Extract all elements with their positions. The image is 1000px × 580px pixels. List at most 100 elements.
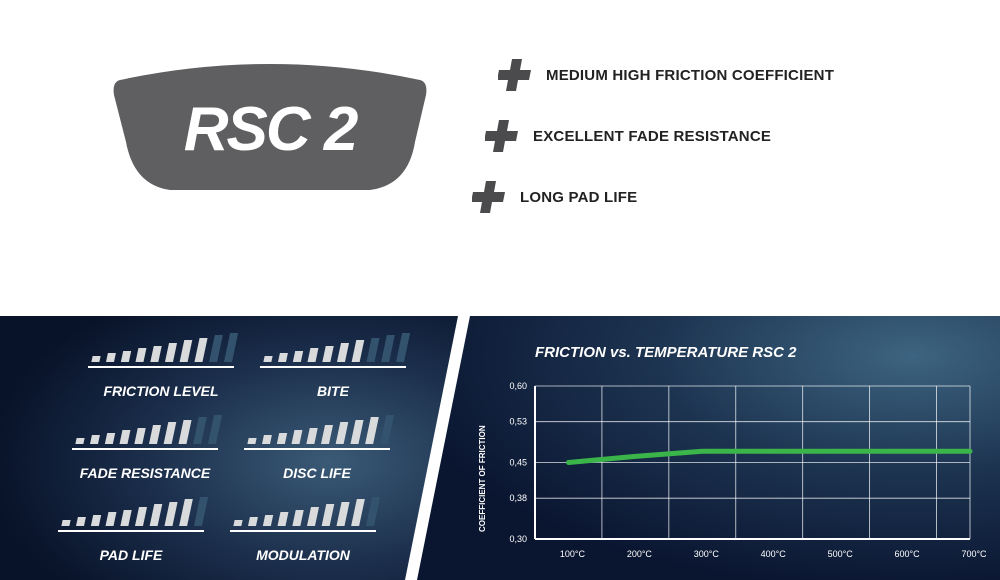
rating-bar xyxy=(351,499,365,526)
rating-bar xyxy=(262,514,274,526)
rating-bar xyxy=(90,435,100,444)
plus-icon xyxy=(498,57,534,93)
y-tick-label: 0,45 xyxy=(509,458,527,468)
chart-plot: 0,60 0,53 0,45 0,38 0,30 100°C 200°C 300°C 400°C… xyxy=(509,381,987,559)
x-tick-label: 300°C xyxy=(694,549,720,559)
y-tick-label: 0,53 xyxy=(509,417,527,427)
rating-underline xyxy=(88,366,234,368)
friction-chart: FRICTION vs. TEMPERATURE RSC 2 COEFFICIE… xyxy=(470,316,1000,580)
x-tick-label: 600°C xyxy=(895,549,921,559)
rating-underline xyxy=(244,448,390,450)
rating-underline xyxy=(58,530,204,532)
x-tick-label: 500°C xyxy=(828,549,854,559)
feature-label: MEDIUM HIGH FRICTION COEFFICIENT xyxy=(546,66,835,84)
rating-bar xyxy=(209,335,223,362)
rating-bar xyxy=(76,517,86,526)
rating-bar xyxy=(179,499,193,526)
rating-bar xyxy=(120,509,132,526)
rating-bar xyxy=(336,343,350,362)
rating-bar xyxy=(381,335,395,362)
rating-bars xyxy=(72,414,223,450)
rating-bars xyxy=(260,332,411,368)
rating-bar xyxy=(277,512,289,526)
rating-bar xyxy=(306,427,318,444)
rating-bars xyxy=(244,414,395,450)
rating-label: FRICTION LEVEL xyxy=(103,383,219,399)
x-tick-label: 100°C xyxy=(560,549,586,559)
rating-bar xyxy=(135,348,147,362)
rating-block: PAD LIFE xyxy=(58,496,209,570)
rating-bar xyxy=(335,422,349,444)
rating-bar xyxy=(262,435,272,444)
rating-bar xyxy=(320,425,334,444)
rating-bar xyxy=(366,337,380,362)
rating-block: FRICTION LEVEL xyxy=(88,332,239,406)
rating-label: MODULATION xyxy=(256,547,350,563)
rating-bar xyxy=(134,427,146,444)
rating-bar xyxy=(104,432,116,444)
rating-bar xyxy=(164,501,178,526)
rating-label: FADE RESISTANCE xyxy=(79,465,211,481)
y-tick-label: 0,60 xyxy=(509,381,527,391)
x-tick-label: 200°C xyxy=(627,549,653,559)
feature-label: EXCELLENT FADE RESISTANCE xyxy=(533,127,772,145)
series-line xyxy=(565,448,973,465)
rating-block: DISC LIFE xyxy=(244,414,395,488)
rating-bar xyxy=(150,345,162,362)
rating-underline xyxy=(230,530,376,532)
rating-bar xyxy=(263,356,273,362)
rating-label: BITE xyxy=(317,383,349,399)
rating-bar xyxy=(276,432,288,444)
rating-bar xyxy=(307,348,319,362)
brake-pad-logo: RSC 2 xyxy=(113,64,427,190)
y-tick-label: 0,30 xyxy=(509,534,527,544)
rating-label: PAD LIFE xyxy=(99,547,163,563)
rating-bars xyxy=(58,496,209,532)
rating-block: MODULATION xyxy=(230,496,381,570)
rating-bars xyxy=(230,496,381,532)
y-tick-label: 0,38 xyxy=(509,493,527,503)
rating-bar xyxy=(90,514,102,526)
logo-text: RSC 2 xyxy=(184,95,358,164)
rating-bar xyxy=(164,343,178,362)
rating-bar xyxy=(106,353,116,362)
rating-bar xyxy=(248,517,258,526)
rating-bar xyxy=(350,419,364,444)
rating-bar xyxy=(119,430,131,444)
rating-bar xyxy=(351,340,365,362)
rating-bar xyxy=(278,353,288,362)
rating-block: BITE xyxy=(260,332,411,406)
rating-bar xyxy=(247,438,257,444)
plus-icon xyxy=(485,118,521,154)
rating-bar xyxy=(336,501,350,526)
rating-bar xyxy=(365,417,379,444)
plus-icon xyxy=(472,179,508,215)
feature-item: MEDIUM HIGH FRICTION COEFFICIENT xyxy=(498,57,834,93)
rating-bar xyxy=(193,417,207,444)
rating-bar xyxy=(75,438,85,444)
feature-item: EXCELLENT FADE RESISTANCE xyxy=(485,118,771,154)
rating-bar xyxy=(292,350,304,362)
rating-bar xyxy=(134,507,148,526)
rating-bar xyxy=(149,504,163,526)
rating-label: DISC LIFE xyxy=(283,465,351,481)
rating-bar xyxy=(233,520,243,526)
chart-title: FRICTION vs. TEMPERATURE RSC 2 xyxy=(535,344,797,361)
feature-label: LONG PAD LIFE xyxy=(520,188,638,206)
feature-item: LONG PAD LIFE xyxy=(472,179,637,215)
rating-bar xyxy=(163,422,177,444)
rating-bars xyxy=(88,332,239,368)
rating-bar xyxy=(148,425,162,444)
rating-underline xyxy=(260,366,406,368)
rating-bar xyxy=(91,356,101,362)
rating-underline xyxy=(72,448,218,450)
rating-bar xyxy=(105,512,117,526)
rating-bar xyxy=(322,345,334,362)
rating-bar xyxy=(194,337,208,362)
rating-bar xyxy=(291,430,303,444)
rating-bar xyxy=(292,509,304,526)
rating-block: FADE RESISTANCE xyxy=(72,414,223,488)
rating-bar xyxy=(178,419,192,444)
x-tick-label: 400°C xyxy=(761,549,787,559)
rating-bar xyxy=(321,504,335,526)
